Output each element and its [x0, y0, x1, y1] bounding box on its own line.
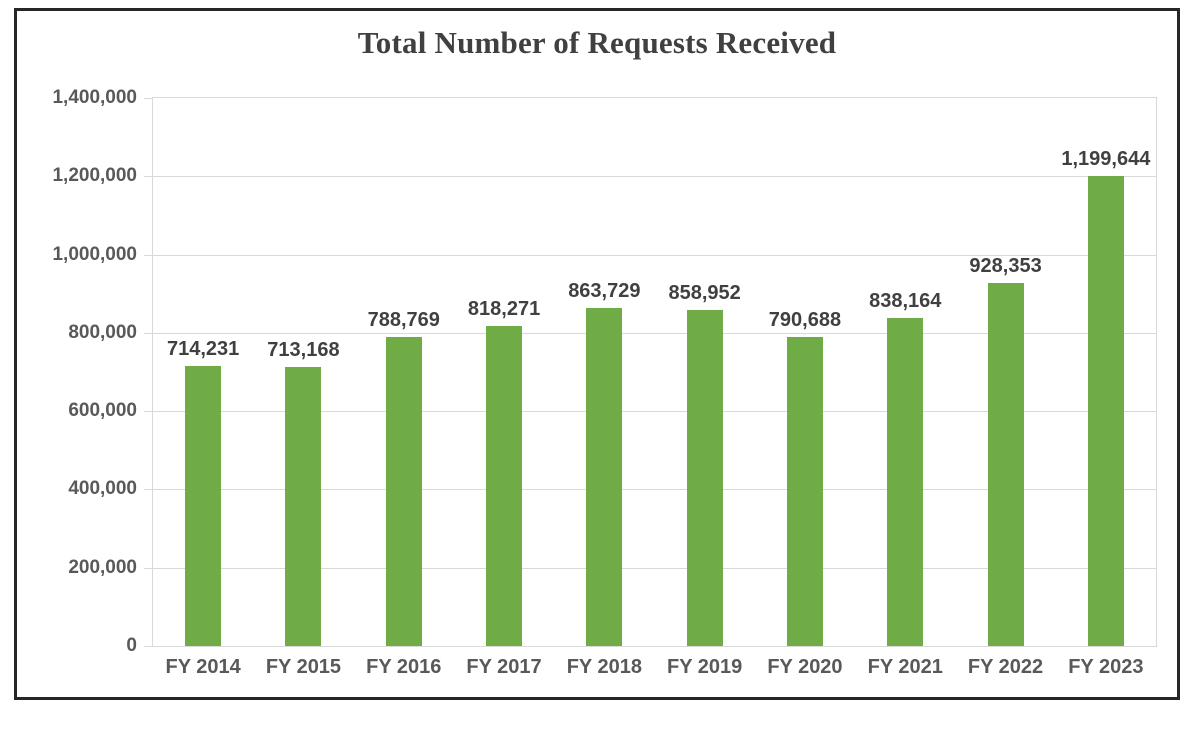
y-axis-tick — [144, 489, 152, 490]
bar-value-label: 714,231 — [167, 338, 240, 361]
y-axis-tick — [144, 176, 152, 177]
bar — [586, 307, 623, 646]
x-category-label: FY 2023 — [1068, 656, 1144, 678]
bar-value-label: 928,353 — [969, 254, 1042, 277]
x-category-label: FY 2015 — [265, 656, 342, 678]
y-tick-label: 600,000 — [68, 400, 137, 421]
bar-value-label: 1,199,644 — [1061, 148, 1151, 171]
bar — [786, 336, 823, 646]
y-tick-label: 1,000,000 — [52, 244, 137, 265]
bar — [987, 282, 1024, 646]
x-category-label: FY 2021 — [867, 656, 943, 678]
x-category-label: FY 2022 — [967, 656, 1044, 678]
gridline — [153, 411, 1156, 412]
gridline — [153, 568, 1156, 569]
bar — [285, 366, 322, 646]
bar-value-label: 858,952 — [668, 281, 741, 304]
y-tick-label: 400,000 — [68, 478, 137, 499]
x-category-label: FY 2017 — [466, 656, 542, 678]
chart-title: Total Number of Requests Received — [357, 25, 837, 60]
bar-value-label: 790,688 — [768, 308, 842, 331]
y-axis-tick — [144, 255, 152, 256]
bar-value-label: 838,164 — [869, 289, 942, 312]
gridline — [153, 333, 1156, 334]
gridline — [153, 255, 1156, 256]
y-tick-label: 200,000 — [68, 557, 137, 578]
x-category-label: FY 2014 — [165, 656, 241, 678]
x-category-label: FY 2016 — [366, 656, 442, 678]
y-tick-label: 1,400,000 — [52, 87, 137, 108]
y-axis-tick — [144, 98, 152, 99]
bar — [486, 325, 523, 646]
plot-area: 0 200,000 400,000 600,000 800,000 1,000,000 1,… — [52, 87, 1157, 678]
bar-value-label: 788,769 — [367, 309, 440, 332]
y-tick-label: 1,200,000 — [52, 165, 137, 186]
y-axis-tick — [144, 646, 152, 647]
y-axis-tick — [144, 333, 152, 334]
bar — [185, 366, 222, 646]
y-axis-tick — [144, 568, 152, 569]
bar-value-label: 713,168 — [267, 338, 340, 361]
bar — [1087, 176, 1124, 646]
x-category-label: FY 2020 — [767, 656, 843, 678]
bar — [385, 337, 422, 646]
y-axis-tick — [144, 411, 152, 412]
bar-value-label: 863,729 — [568, 279, 641, 302]
bar-value-label: 818,271 — [467, 297, 541, 320]
bar — [686, 309, 723, 646]
y-tick-label: 800,000 — [68, 322, 137, 343]
gridline — [153, 176, 1156, 177]
x-category-label: FY 2019 — [667, 656, 743, 678]
x-category-label: FY 2018 — [566, 656, 642, 678]
bar — [887, 317, 924, 646]
y-tick-label: 0 — [126, 635, 137, 656]
chart-frame: Total Number of Requests Received 0 200,0… — [14, 8, 1180, 700]
gridline — [153, 489, 1156, 490]
